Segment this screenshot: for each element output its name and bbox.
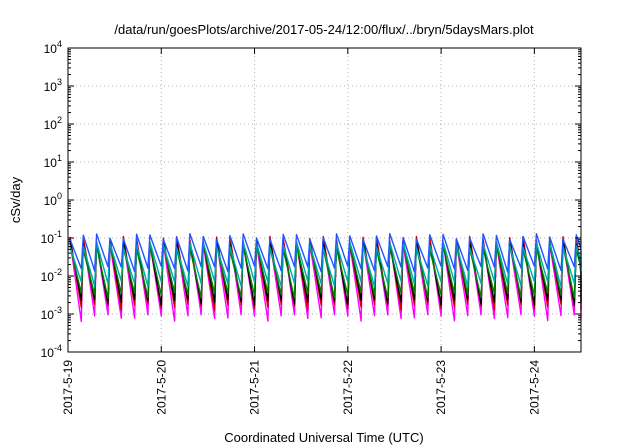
x-tick-label: 2017-5-20 xyxy=(154,360,168,415)
x-tick-label: 2017-5-24 xyxy=(527,360,541,415)
x-axis-label: Coordinated Universal Time (UTC) xyxy=(224,430,423,445)
y-tick-label: 10-1 xyxy=(41,229,62,246)
y-axis-label: cSv/day xyxy=(8,176,23,223)
x-tick-label: 2017-5-19 xyxy=(61,360,75,415)
y-tick-label: 10-3 xyxy=(41,305,62,322)
y-tick-label: 10-2 xyxy=(41,267,62,284)
x-tick-label: 2017-5-22 xyxy=(341,360,355,415)
y-tick-label: 102 xyxy=(44,115,62,132)
series-line xyxy=(69,241,582,288)
y-tick-label: 101 xyxy=(44,153,62,170)
y-tick-label: 100 xyxy=(44,191,62,208)
y-axis-ticks: 10-4 10-3 10-2 10-1 100 101 102 103 104 xyxy=(41,39,581,360)
x-tick-label: 2017-5-21 xyxy=(248,360,262,415)
x-tick-label: 2017-5-23 xyxy=(434,360,448,415)
series-line xyxy=(69,237,582,323)
y-tick-label: 103 xyxy=(44,77,62,94)
series-line xyxy=(69,243,582,299)
x-axis-ticks: 2017-5-19 2017-5-20 2017-5-21 2017-5-22 2017… xyxy=(61,48,541,415)
y-tick-label: 10-4 xyxy=(41,343,62,360)
chart-title: /data/run/goesPlots/archive/2017-05-24/1… xyxy=(114,22,534,37)
series-group xyxy=(69,233,582,323)
y-tick-label: 104 xyxy=(44,39,62,56)
grid xyxy=(68,48,581,352)
series-line xyxy=(69,233,582,273)
